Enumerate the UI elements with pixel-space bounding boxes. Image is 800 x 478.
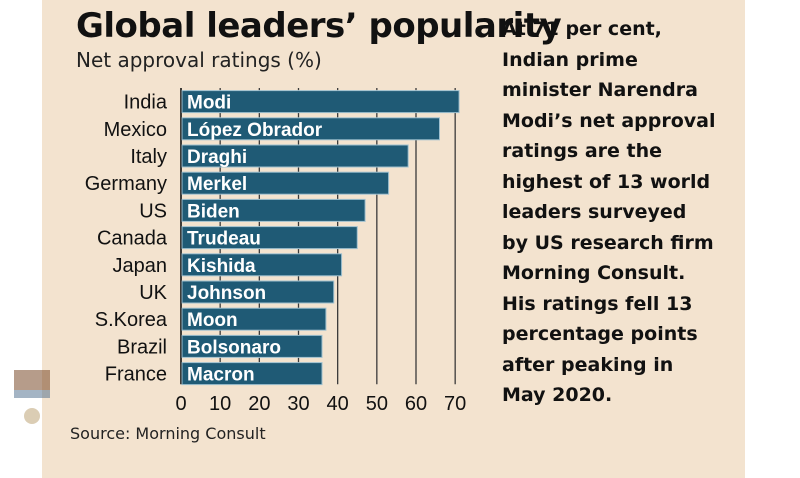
chart-subtitle: Net approval ratings (%): [76, 48, 322, 72]
bar-leader-label: Johnson: [187, 283, 266, 304]
bar: [181, 307, 327, 331]
category-label: Mexico: [104, 119, 167, 141]
x-tick-label: 40: [327, 393, 349, 415]
bar: [181, 253, 343, 277]
x-tick-label: 0: [175, 393, 186, 415]
category-label: Italy: [130, 146, 167, 168]
category-label: Brazil: [117, 336, 167, 358]
category-label: Canada: [97, 228, 168, 250]
bar-leader-label: Bolsonaro: [187, 337, 281, 358]
category-label: India: [124, 92, 168, 114]
bar-leader-label: López Obrador: [187, 120, 323, 141]
bar-leader-label: Draghi: [187, 147, 247, 168]
x-tick-label: 20: [248, 393, 270, 415]
bar-leader-label: Trudeau: [187, 229, 261, 250]
category-labels: India Mexico Italy Germany US Canada Japan UK S.…: [85, 92, 168, 386]
left-border-strip: [0, 0, 42, 478]
bar-leader-label: Merkel: [187, 174, 247, 195]
category-label: France: [105, 364, 167, 386]
bars: Modi López Obrador Draghi Merkel Biden Trudea…: [181, 90, 460, 386]
bar: [181, 144, 409, 168]
bar: [181, 171, 390, 195]
bar: [181, 362, 323, 386]
x-tick-label: 50: [366, 393, 388, 415]
x-tick-label: 10: [209, 393, 231, 415]
bar-leader-label: Modi: [187, 93, 231, 114]
x-axis-ticks: 0 10 20 30 40 50 60 70: [175, 393, 466, 415]
bar: [181, 334, 323, 358]
bar: [181, 90, 460, 114]
category-label: Germany: [85, 173, 167, 195]
bar: [181, 226, 358, 250]
bar: [181, 280, 335, 304]
category-label: S.Korea: [95, 309, 168, 331]
chart-source: Source: Morning Consult: [70, 424, 266, 443]
chart-title: Global leaders’ popularity: [76, 6, 562, 46]
right-border-strip: [745, 0, 800, 478]
bar-leader-label: Macron: [187, 365, 255, 386]
category-label: UK: [139, 282, 167, 304]
broadcaster-logo-icon: [14, 370, 50, 424]
category-label: US: [139, 200, 167, 222]
bar: [181, 198, 366, 222]
side-caption: At 71 per cent, Indian prime minister Na…: [502, 18, 716, 406]
x-tick-label: 30: [287, 393, 309, 415]
chart-panel: [42, 0, 745, 478]
bar: [181, 117, 440, 141]
bar-leader-label: Kishida: [187, 256, 256, 277]
x-tick-label: 60: [405, 393, 427, 415]
bar-leader-label: Moon: [187, 310, 238, 331]
x-tick-label: 70: [444, 393, 466, 415]
bar-leader-label: Biden: [187, 201, 240, 222]
category-label: Japan: [113, 255, 168, 277]
